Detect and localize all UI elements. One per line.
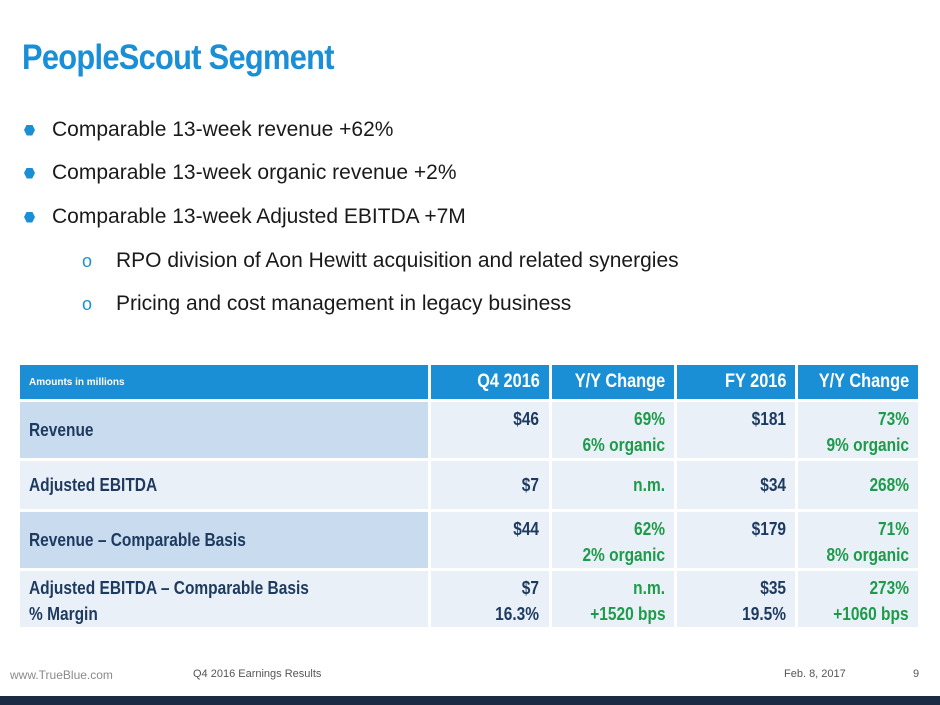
bullet-item: Comparable 13-week revenue +62% xyxy=(24,118,393,142)
cell-fy-margin: 19.5% xyxy=(742,604,787,624)
header-fy: FY 2016 xyxy=(677,365,796,399)
sub-bullet-text: RPO division of Aon Hewitt acquisition a… xyxy=(116,249,679,272)
cell-fy-change-organic: 8% organic xyxy=(826,545,909,565)
cell-fy-value: $181 xyxy=(751,409,787,429)
row-sublabel-text: % Margin xyxy=(29,604,98,624)
page-number: 9 xyxy=(913,668,920,680)
cell-q4: $44 xyxy=(430,512,549,568)
row-label-text: Revenue – Comparable Basis xyxy=(29,529,246,550)
row-label: Revenue – Comparable Basis xyxy=(20,512,428,568)
sub-bullet-item: o Pricing and cost management in legacy … xyxy=(82,292,571,316)
hexagon-bullet-icon xyxy=(24,211,35,223)
footer-date: Feb. 8, 2017 xyxy=(784,668,846,680)
row-label-text: Adjusted EBITDA – Comparable Basis xyxy=(29,578,309,598)
cell-fy-change-organic: 9% organic xyxy=(826,435,909,455)
cell-fy-value: $34 xyxy=(760,474,787,495)
cell-q4-change-value: 69% xyxy=(634,409,666,429)
footer-website[interactable]: www.TrueBlue.com xyxy=(10,668,113,682)
header-fy-text: FY 2016 xyxy=(724,371,787,392)
table-row: Revenue – Comparable Basis $44 62% 2% org… xyxy=(20,512,918,568)
cell-fy-value: $179 xyxy=(751,519,787,539)
row-label: Adjusted EBITDA xyxy=(20,461,428,509)
cell-fy-change-value: 73% xyxy=(878,409,909,429)
cell-fy-change: 273% +1060 bps xyxy=(798,571,918,627)
footer-doc-title: Q4 2016 Earnings Results xyxy=(193,668,322,680)
cell-q4-change: 69% 6% organic xyxy=(551,402,675,458)
cell-fy-change-value: 268% xyxy=(869,474,909,495)
bullet-item: Comparable 13-week organic revenue +2% xyxy=(24,161,457,185)
cell-fy: $34 xyxy=(677,461,796,509)
header-amounts-text: Amounts in millions xyxy=(29,376,125,388)
bullet-text: Comparable 13-week revenue +62% xyxy=(52,118,394,141)
footer-bar xyxy=(0,696,940,705)
header-amounts-label: Amounts in millions xyxy=(20,365,428,399)
cell-fy-change: 73% 9% organic xyxy=(798,402,918,458)
cell-fy: $35 19.5% xyxy=(677,571,796,627)
cell-q4-change: 62% 2% organic xyxy=(551,512,675,568)
cell-q4-margin: 16.3% xyxy=(495,604,540,624)
circle-bullet-icon: o xyxy=(82,293,93,314)
row-label: Adjusted EBITDA – Comparable Basis % Marg… xyxy=(20,571,428,627)
cell-fy: $179 xyxy=(677,512,796,568)
row-label-text: Revenue xyxy=(29,419,94,440)
financial-table: Amounts in millions Q4 2016 Y/Y Change F… xyxy=(20,365,918,630)
circle-bullet-icon: o xyxy=(82,250,93,271)
cell-q4: $7 16.3% xyxy=(430,571,549,627)
cell-q4-value: $7 xyxy=(522,474,540,495)
cell-q4-change-organic: 2% organic xyxy=(582,545,666,565)
row-label-text: Adjusted EBITDA xyxy=(29,474,158,495)
page-title: PeopleScout Segment xyxy=(22,38,335,77)
cell-q4-change-value: n.m. xyxy=(633,474,666,495)
cell-fy-value: $35 xyxy=(760,578,787,598)
sub-bullet-text: Pricing and cost management in legacy bu… xyxy=(116,292,572,315)
cell-q4-change: n.m. +1520 bps xyxy=(551,571,675,627)
header-fy-change-text: Y/Y Change xyxy=(818,371,909,392)
cell-q4-change-bps: +1520 bps xyxy=(589,604,666,624)
hexagon-bullet-icon xyxy=(24,124,35,136)
table-row: Revenue $46 69% 6% organic $181 73% 9% org… xyxy=(20,402,918,458)
row-label: Revenue xyxy=(20,402,428,458)
cell-q4: $46 xyxy=(430,402,549,458)
table-row: Adjusted EBITDA – Comparable Basis % Marg… xyxy=(20,571,918,627)
cell-fy-change-bps: +1060 bps xyxy=(833,604,909,624)
header-q4-change: Y/Y Change xyxy=(551,365,675,399)
cell-q4: $7 xyxy=(430,461,549,509)
cell-q4-change-value: 62% xyxy=(634,519,666,539)
cell-fy-change: 268% xyxy=(798,461,918,509)
cell-fy-change-value: 71% xyxy=(878,519,909,539)
bullet-text: Comparable 13-week organic revenue +2% xyxy=(52,161,457,184)
table-header-row: Amounts in millions Q4 2016 Y/Y Change F… xyxy=(20,365,918,399)
sub-bullet-item: o RPO division of Aon Hewitt acquisition… xyxy=(82,249,679,273)
cell-fy-change-value: 273% xyxy=(869,578,909,598)
bullet-text: Comparable 13-week Adjusted EBITDA +7M xyxy=(52,205,466,228)
header-q4-text: Q4 2016 xyxy=(476,371,540,392)
table-row: Adjusted EBITDA $7 n.m. $34 268% xyxy=(20,461,918,509)
cell-q4-value: $7 xyxy=(522,578,540,598)
cell-fy-change: 71% 8% organic xyxy=(798,512,918,568)
cell-q4-value: $46 xyxy=(513,409,540,429)
cell-q4-change-value: n.m. xyxy=(633,578,666,598)
bullet-item: Comparable 13-week Adjusted EBITDA +7M xyxy=(24,205,466,229)
header-q4-change-text: Y/Y Change xyxy=(574,371,666,392)
header-fy-change: Y/Y Change xyxy=(798,365,918,399)
cell-q4-value: $44 xyxy=(513,519,540,539)
header-q4: Q4 2016 xyxy=(430,365,549,399)
hexagon-bullet-icon xyxy=(24,167,35,179)
cell-fy: $181 xyxy=(677,402,796,458)
cell-q4-change-organic: 6% organic xyxy=(582,435,666,455)
cell-q4-change: n.m. xyxy=(551,461,675,509)
